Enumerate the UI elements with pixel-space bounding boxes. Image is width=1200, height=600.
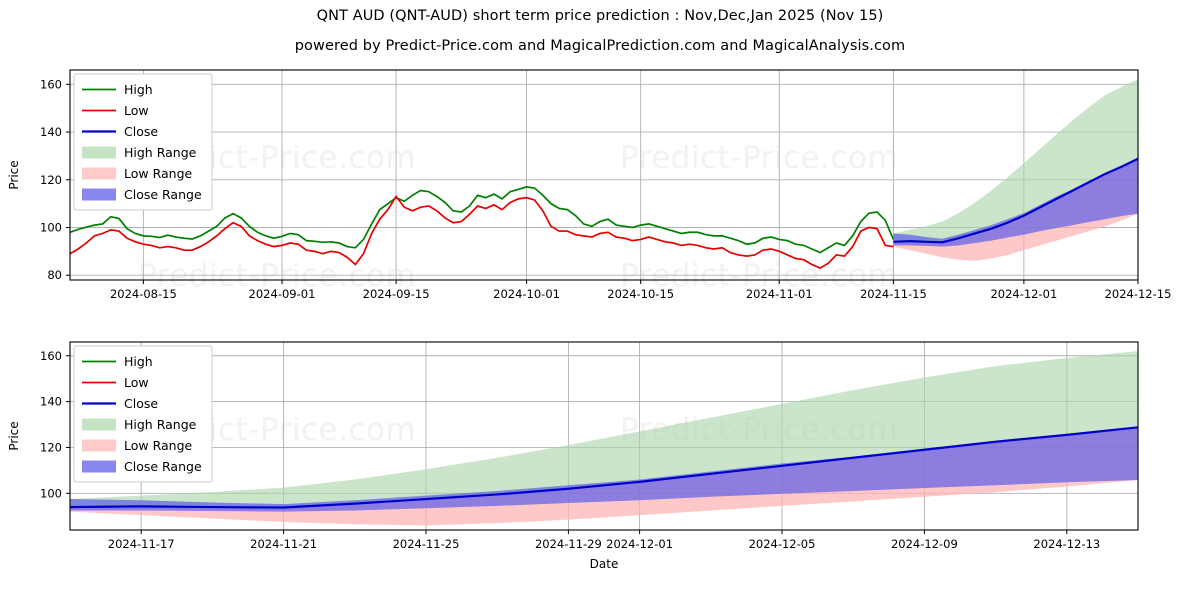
legend-label-high-range: High Range [124, 145, 197, 160]
high-series-line [69, 186, 895, 254]
top-chart: Predict-Price.com Predict-Price.com Predic… [7, 69, 1172, 308]
high-range-band [70, 351, 1138, 508]
legend-label-close-range: Close Range [124, 459, 202, 474]
x-tick-label: 2024-11-25 [393, 537, 460, 551]
y-axis-title: Price [7, 160, 21, 189]
watermark: Predict-Price.com [138, 258, 416, 294]
page-subtitle: powered by Predict-Price.com and Magical… [294, 38, 906, 54]
x-tick-label: 2024-09-15 [363, 287, 430, 301]
legend-label-low: Low [124, 103, 149, 118]
legend-label-high: High [124, 82, 153, 97]
legend-label-low-range: Low Range [124, 166, 193, 181]
close-series-line [69, 426, 1139, 509]
legend-label-low: Low [124, 375, 149, 390]
watermark: Predict-Price.com [620, 140, 898, 176]
x-tick-label: 2024-11-01 [746, 287, 813, 301]
legend-label-low-range: Low Range [124, 438, 193, 453]
legend-label-close-range: Close Range [124, 187, 202, 202]
legend-label-high: High [124, 354, 153, 369]
x-tick-label: 2024-12-01 [990, 287, 1057, 301]
legend-label-high-range: High Range [124, 417, 197, 432]
x-tick-label: 2024-09-01 [249, 287, 316, 301]
x-axis-title: Date [590, 557, 619, 571]
legend-swatch-close-range [82, 188, 116, 201]
legend-label-close: Close [124, 396, 158, 411]
x-tick-label: 2024-11-15 [860, 287, 927, 301]
y-tick-label: 100 [40, 221, 62, 235]
x-tick-label: 2024-11-29 [535, 537, 602, 551]
close-range-band [893, 158, 1138, 247]
x-tick-label: 2024-10-01 [493, 287, 560, 301]
low-series-line [69, 194, 894, 270]
y-tick-label: 160 [40, 77, 62, 91]
legend-swatch-close-range [82, 460, 116, 473]
x-tick-label: 2024-11-21 [250, 537, 317, 551]
y-tick-label: 120 [40, 440, 62, 454]
page-title: QNT AUD (QNT-AUD) short term price predi… [316, 8, 884, 24]
high-range-band [893, 79, 1138, 243]
legend-swatch-high-range [82, 146, 116, 159]
legend-swatch-low-range [82, 439, 116, 452]
x-tick-label: 2024-08-15 [110, 287, 177, 301]
x-axis-title: Date [590, 307, 619, 308]
bottom-chart: Predict-Price.comPredict-Price.com100120… [7, 341, 1139, 571]
plot-frame [69, 341, 1139, 531]
plot-frame [69, 69, 1139, 281]
y-axis-title: Price [7, 421, 21, 450]
close-series-line [893, 157, 1139, 244]
x-tick-label: 2024-12-05 [749, 537, 816, 551]
close-range-band [70, 427, 1138, 512]
title-block: QNT AUD (QNT-AUD) short term price predi… [0, 0, 1200, 54]
x-tick-label: 2024-11-17 [108, 537, 175, 551]
x-tick-label: 2024-12-15 [1105, 287, 1172, 301]
watermark: Predict-Price.com [620, 258, 898, 294]
y-tick-label: 120 [40, 173, 62, 187]
legend-swatch-high-range [82, 418, 116, 431]
x-tick-label: 2024-12-13 [1033, 537, 1100, 551]
y-tick-label: 100 [40, 486, 62, 500]
y-tick-label: 80 [47, 268, 62, 282]
y-tick-label: 140 [40, 125, 62, 139]
x-tick-label: 2024-12-09 [891, 537, 958, 551]
legend-swatch-low-range [82, 167, 116, 180]
legend-label-close: Close [124, 124, 158, 139]
y-tick-label: 160 [40, 349, 62, 363]
x-tick-label: 2024-10-15 [607, 287, 674, 301]
x-tick-label: 2024-12-01 [606, 537, 673, 551]
y-tick-label: 140 [40, 395, 62, 409]
